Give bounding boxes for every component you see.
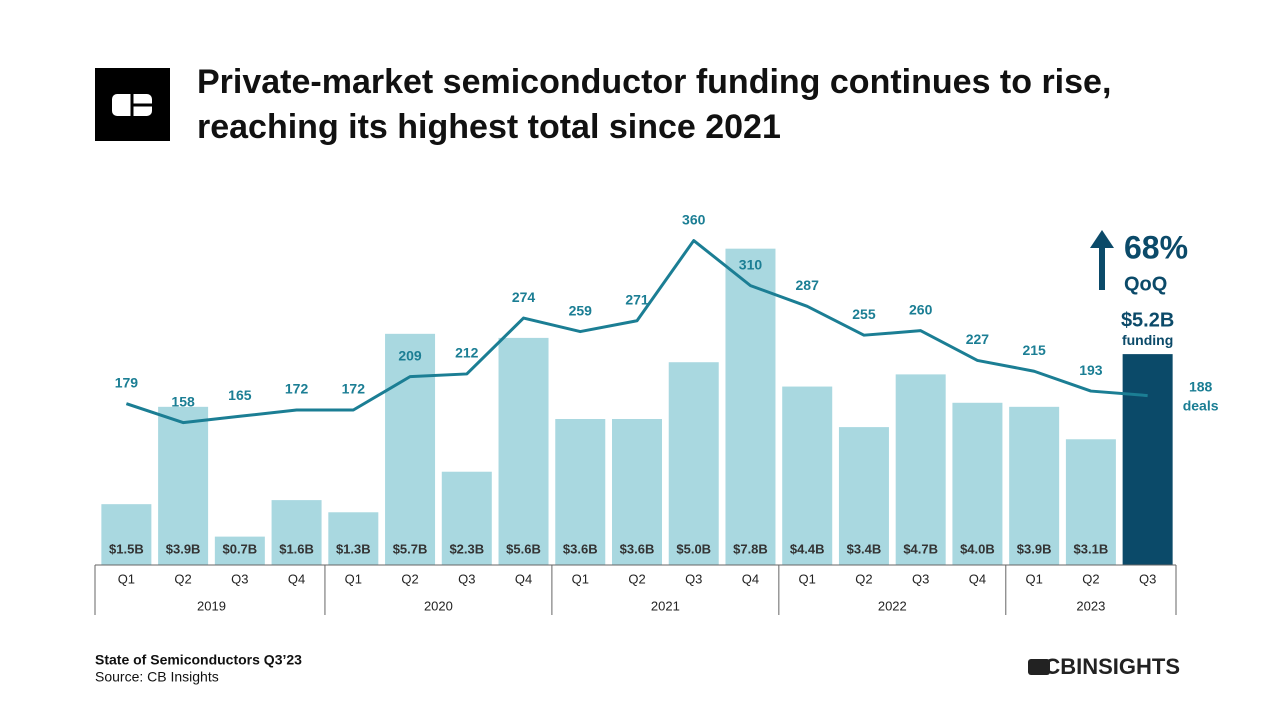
bar-value-label: $5.7B bbox=[393, 541, 428, 556]
x-tick-label: Q1 bbox=[572, 571, 589, 586]
series-name: funding bbox=[1122, 332, 1173, 348]
x-tick-label: Q4 bbox=[742, 571, 759, 586]
year-label: 2022 bbox=[878, 598, 907, 613]
line-value-label: 188 bbox=[1189, 378, 1213, 394]
x-tick-label: Q3 bbox=[1139, 571, 1156, 586]
bar bbox=[668, 362, 719, 565]
bar-value-label: $1.6B bbox=[279, 541, 314, 556]
line-value-label: 227 bbox=[966, 331, 990, 347]
x-tick-label: Q1 bbox=[799, 571, 816, 586]
bar-value-label: $4.0B bbox=[960, 541, 995, 556]
bar bbox=[498, 337, 549, 565]
x-tick-label: Q4 bbox=[288, 571, 305, 586]
bar bbox=[328, 512, 379, 565]
brand: CBINSIGHTS bbox=[1044, 654, 1180, 679]
bar bbox=[1009, 406, 1060, 565]
bar-value-label: $3.1B bbox=[1074, 541, 1109, 556]
bar bbox=[725, 248, 776, 565]
line-value-label: 212 bbox=[455, 345, 479, 361]
bar-value-label: $3.4B bbox=[847, 541, 882, 556]
bar-value-label: $1.3B bbox=[336, 541, 371, 556]
x-tick-label: Q1 bbox=[345, 571, 362, 586]
x-tick-label: Q1 bbox=[118, 571, 135, 586]
line-value-label: 274 bbox=[512, 289, 536, 305]
footer-report: State of Semiconductors Q3’23 bbox=[95, 652, 302, 668]
line-value-label: 179 bbox=[115, 374, 139, 390]
x-tick-label: Q3 bbox=[458, 571, 475, 586]
x-tick-label: Q2 bbox=[174, 571, 191, 586]
line-value-label: 271 bbox=[625, 291, 649, 307]
year-label: 2019 bbox=[197, 598, 226, 613]
x-tick-label: Q2 bbox=[855, 571, 872, 586]
brand-icon bbox=[1028, 659, 1050, 675]
bar bbox=[782, 386, 833, 565]
bar bbox=[612, 419, 662, 565]
x-tick-label: Q2 bbox=[401, 571, 418, 586]
annotation: 68% bbox=[1124, 229, 1188, 265]
line-value-label: 209 bbox=[398, 347, 422, 363]
bar bbox=[158, 406, 209, 565]
bar-value-label: $0.7B bbox=[222, 541, 257, 556]
bar-value-label: $5.0B bbox=[676, 541, 711, 556]
bar bbox=[1122, 354, 1173, 565]
bar bbox=[555, 419, 606, 565]
line-value-label: 255 bbox=[852, 306, 876, 322]
bar-value-label: $7.8B bbox=[733, 541, 768, 556]
year-label: 2020 bbox=[424, 598, 453, 613]
x-tick-label: Q3 bbox=[685, 571, 702, 586]
line-value-label: 193 bbox=[1079, 362, 1103, 378]
series-name: deals bbox=[1183, 397, 1219, 413]
bar-value-label: $4.4B bbox=[790, 541, 825, 556]
line-value-label: 310 bbox=[739, 256, 763, 272]
bar-value-label: $1.5B bbox=[109, 541, 144, 556]
bar-value-label: $2.3B bbox=[449, 541, 484, 556]
line-value-label: 360 bbox=[682, 211, 706, 227]
bar-value-label: $5.6B bbox=[506, 541, 541, 556]
line-value-label: 172 bbox=[285, 381, 309, 397]
bar bbox=[952, 402, 1003, 565]
title: reaching its highest total since 2021 bbox=[197, 108, 781, 146]
bar-value-label: $5.2B bbox=[1121, 309, 1174, 331]
bar bbox=[214, 536, 265, 565]
bar bbox=[271, 500, 322, 565]
x-tick-label: Q2 bbox=[628, 571, 645, 586]
bar-value-label: $3.6B bbox=[620, 541, 655, 556]
line-value-label: 259 bbox=[569, 302, 593, 318]
bar bbox=[1065, 439, 1116, 565]
x-tick-label: Q2 bbox=[1082, 571, 1099, 586]
annotation: QoQ bbox=[1124, 273, 1167, 295]
line-value-label: 215 bbox=[1022, 342, 1046, 358]
line-value-label: 172 bbox=[342, 381, 366, 397]
year-label: 2023 bbox=[1076, 598, 1105, 613]
x-tick-label: Q4 bbox=[969, 571, 986, 586]
footer-source: Source: CB Insights bbox=[95, 669, 219, 685]
line-value-label: 287 bbox=[796, 277, 820, 293]
bar bbox=[895, 374, 946, 565]
bar-value-label: $3.9B bbox=[166, 541, 201, 556]
bar-value-label: $3.6B bbox=[563, 541, 598, 556]
x-tick-label: Q4 bbox=[515, 571, 532, 586]
x-tick-label: Q3 bbox=[912, 571, 929, 586]
bar bbox=[441, 471, 492, 565]
year-label: 2021 bbox=[651, 598, 680, 613]
bar bbox=[385, 333, 436, 565]
arrow-head bbox=[1090, 230, 1114, 248]
x-tick-label: Q1 bbox=[1025, 571, 1042, 586]
bar-value-label: $4.7B bbox=[903, 541, 938, 556]
x-tick-label: Q3 bbox=[231, 571, 248, 586]
title: Private-market semiconductor funding con… bbox=[197, 63, 1111, 101]
bar bbox=[101, 504, 152, 565]
bar-value-label: $3.9B bbox=[1017, 541, 1052, 556]
line-value-label: 158 bbox=[171, 393, 195, 409]
line-value-label: 260 bbox=[909, 301, 933, 317]
bar bbox=[838, 427, 889, 565]
deals-line bbox=[125, 239, 1148, 425]
line-value-label: 165 bbox=[228, 387, 252, 403]
